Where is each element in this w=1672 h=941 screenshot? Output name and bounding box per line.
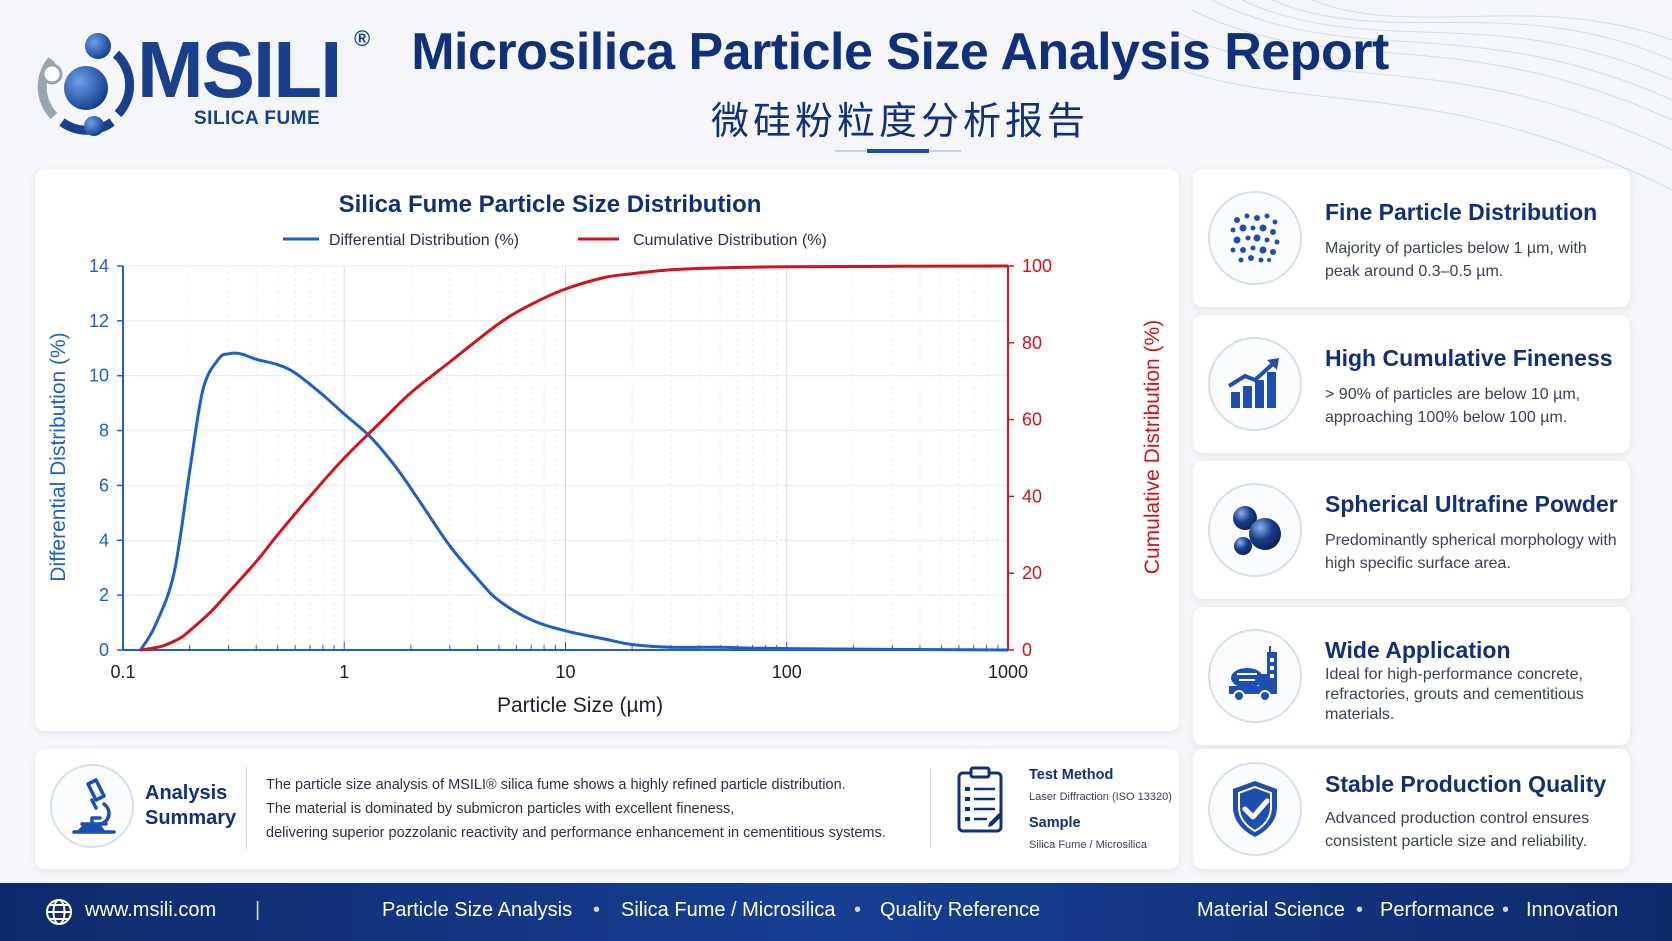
feature-description: Majority of particles below 1 µm, with p… (1325, 240, 1587, 280)
feature-card-fine-particle: Fine Particle Distribution Majority of p… (1193, 169, 1630, 307)
brand-name: MSILI (137, 25, 342, 114)
x-tick-label: 10 (555, 662, 575, 682)
y-tick-label-right: 60 (1022, 410, 1042, 430)
spheres-icon (1233, 506, 1281, 555)
differential-distribution-line (139, 351, 1009, 652)
website-link[interactable]: www.msili.com (85, 899, 217, 921)
feature-title: High Cumulative Fineness (1325, 345, 1613, 371)
feature-title: Spherical Ultrafine Powder (1325, 491, 1618, 517)
x-tick-label: 100 (772, 662, 802, 682)
chart-series (139, 264, 1009, 652)
chart-card: Silica Fume Particle Size Distribution D… (35, 169, 1179, 731)
feature-description: Predominantly spherical morphology with … (1325, 532, 1617, 572)
feature-icon-container (1208, 629, 1302, 723)
y-tick-label-left: 8 (99, 421, 109, 441)
y-tick-label-left: 4 (99, 530, 109, 550)
footer-item-particle-size-analysis: Particle Size Analysis (382, 899, 573, 921)
feature-card-stable-quality: Stable Production Quality Advanced produ… (1193, 749, 1630, 869)
x-tick-label: 0.1 (110, 662, 135, 682)
feature-card-cumulative-fineness: High Cumulative Fineness > 90% of partic… (1193, 315, 1630, 453)
y-tick-label-right: 0 (1022, 640, 1032, 660)
x-axis-label: Particle Size (µm) (497, 694, 663, 717)
y-tick-label-left: 14 (89, 256, 109, 276)
feature-icon-container (1208, 762, 1302, 856)
summary-line-2: The material is dominated by submicron p… (266, 801, 735, 817)
footer-bullet: • (854, 899, 862, 921)
particles-icon (1230, 213, 1280, 263)
clipboard-icon (957, 766, 1003, 833)
chart-title: Silica Fume Particle Size Distribution (339, 191, 762, 218)
page-title: Microsilica Particle Size Analysis Repor… (411, 23, 1389, 81)
brand-logo[interactable]: MSILI ® SILICA FUME (34, 26, 394, 136)
feature-description: Advanced production control ensures cons… (1325, 810, 1590, 850)
summary-text: The particle size analysis of MSILI® sil… (266, 773, 906, 845)
feature-icon-container (1208, 483, 1302, 577)
feature-title: Stable Production Quality (1325, 771, 1607, 797)
summary-title-line1: Analysis (145, 782, 228, 804)
footer-item-material-science: Material Science (1197, 899, 1345, 921)
x-tick-label: 1000 (988, 662, 1028, 682)
legend-label-differential: Differential Distribution (%) (329, 232, 519, 249)
footer-item-quality-reference: Quality Reference (880, 899, 1041, 921)
feature-card-spherical-powder: Spherical Ultrafine Powder Predominantly… (1193, 461, 1630, 599)
footer-bullet: • (1502, 899, 1510, 921)
summary-title: Analysis Summary (145, 781, 245, 831)
y-tick-label-left: 10 (89, 366, 109, 386)
y-axis-label-left: Differential Distribution (%) (47, 332, 70, 581)
footer-bullet: • (593, 899, 601, 921)
feature-description: > 90% of particles are below 10 µm, appr… (1325, 386, 1581, 426)
brand-subtitle: SILICA FUME (194, 108, 321, 129)
sample-label: Sample (1029, 815, 1081, 831)
feature-icon-container (1208, 337, 1302, 431)
test-method-value: Laser Diffraction (ISO 13320) (1029, 791, 1172, 803)
summary-icon-container (50, 764, 134, 848)
bar-growth-icon (1227, 358, 1279, 408)
y-tick-label-right: 80 (1022, 333, 1042, 353)
feature-description: Ideal for high-performance concrete, ref… (1325, 666, 1584, 723)
summary-line-3: delivering superior pozzolanic reactivit… (266, 825, 886, 841)
y-tick-label-right: 40 (1022, 486, 1042, 506)
chart-grid (122, 265, 1008, 651)
y-axis-label-right: Cumulative Distribution (%) (1141, 320, 1164, 574)
sample-value: Silica Fume / Microsilica (1029, 839, 1147, 851)
registered-mark: ® (354, 26, 371, 51)
globe-icon (46, 899, 72, 925)
distribution-chart: Silica Fume Particle Size Distribution D… (47, 191, 1164, 717)
page-title-chinese: 微硅粉粒度分析报告 (710, 99, 1089, 143)
summary-divider (246, 765, 247, 851)
mixer-truck-icon (1229, 646, 1277, 702)
y-tick-label-right: 20 (1022, 563, 1042, 583)
summary-line-1: The particle size analysis of MSILI® sil… (266, 777, 846, 793)
cumulative-distribution-line (140, 264, 1009, 652)
summary-divider-right (930, 769, 931, 847)
feature-title: Wide Application (1325, 637, 1511, 663)
atom-logo-icon (37, 33, 134, 136)
feature-card-wide-application: Wide Application Ideal for high-performa… (1193, 607, 1630, 745)
footer-divider: | (255, 899, 261, 921)
footer-bar: www.msili.com | Particle Size Analysis •… (0, 883, 1672, 941)
legend-label-cumulative: Cumulative Distribution (%) (633, 232, 827, 249)
y-tick-label-left: 0 (99, 640, 109, 660)
footer-bullet: • (1356, 899, 1364, 921)
feature-title: Fine Particle Distribution (1325, 199, 1598, 225)
summary-title-line2: Summary (145, 807, 237, 829)
y-tick-label-left: 2 (99, 585, 109, 605)
test-method-label: Test Method (1029, 767, 1114, 783)
footer-item-innovation: Innovation (1526, 899, 1619, 921)
analysis-summary-card: Analysis Summary The particle size analy… (35, 749, 1179, 869)
chart-axes: 0 2 4 6 8 10 12 14 0 20 40 60 80 100 0.1 1 10 100 1000 (89, 256, 1052, 682)
title-divider-accent (867, 149, 929, 153)
shield-check-icon (1233, 781, 1277, 837)
microscope-icon (72, 778, 116, 834)
footer-item-silica-fume: Silica Fume / Microsilica (621, 899, 836, 921)
y-tick-label-right: 100 (1022, 256, 1052, 276)
feature-icon-container (1208, 191, 1302, 285)
x-tick-label: 1 (339, 662, 349, 682)
footer-item-performance: Performance (1380, 899, 1495, 921)
y-tick-label-left: 12 (89, 311, 109, 331)
y-tick-label-left: 6 (99, 475, 109, 495)
